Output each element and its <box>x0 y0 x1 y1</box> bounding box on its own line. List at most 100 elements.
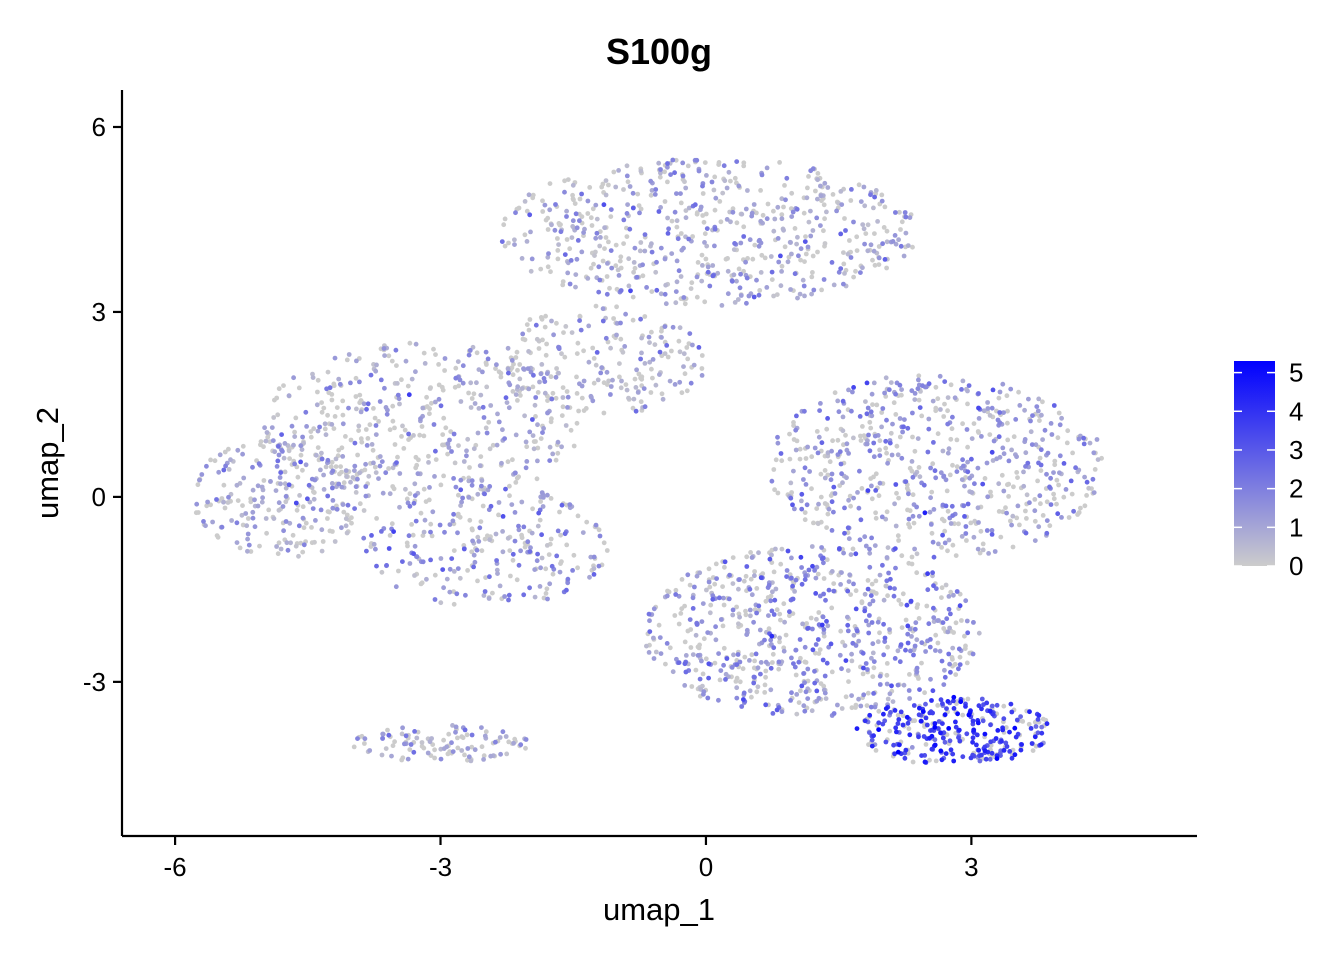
data-point <box>841 250 846 256</box>
data-point <box>575 340 581 346</box>
data-point <box>909 388 915 394</box>
data-point <box>637 248 643 254</box>
data-point <box>226 446 231 452</box>
data-point <box>788 480 794 486</box>
data-point <box>798 655 803 661</box>
data-point <box>979 434 984 439</box>
data-point <box>781 648 787 654</box>
data-point <box>542 202 548 208</box>
data-point <box>819 622 825 628</box>
data-point <box>737 285 743 291</box>
data-point <box>916 377 921 383</box>
data-point <box>222 449 228 455</box>
data-point <box>309 476 315 482</box>
data-point <box>867 419 873 425</box>
data-point <box>585 211 591 216</box>
data-point <box>724 656 730 661</box>
data-point <box>418 510 424 516</box>
data-point <box>758 218 764 224</box>
data-point <box>542 390 548 396</box>
data-point <box>500 529 505 534</box>
data-point <box>579 395 585 401</box>
data-point <box>591 356 597 361</box>
data-point <box>339 525 344 531</box>
data-point <box>889 452 895 458</box>
data-point <box>895 712 901 718</box>
data-point <box>462 727 468 733</box>
data-point <box>930 688 936 694</box>
data-point <box>1057 470 1062 476</box>
data-point <box>818 494 824 500</box>
data-point <box>472 401 478 406</box>
data-point <box>747 586 753 592</box>
data-point <box>226 467 232 472</box>
data-point <box>543 591 549 596</box>
data-point <box>638 206 644 212</box>
x-tick-label: -6 <box>164 852 187 882</box>
data-point <box>854 248 860 254</box>
data-point <box>769 277 775 282</box>
data-point <box>344 530 350 536</box>
data-point <box>890 699 896 704</box>
data-point <box>682 371 688 377</box>
data-point <box>570 192 575 198</box>
data-point <box>1001 703 1007 709</box>
data-point <box>255 503 261 509</box>
data-point <box>893 210 898 215</box>
data-point <box>897 416 903 421</box>
data-point <box>802 577 808 582</box>
data-point <box>848 552 854 557</box>
data-point <box>466 495 472 500</box>
data-point <box>1057 453 1063 459</box>
data-point <box>884 681 890 687</box>
data-point <box>891 742 896 748</box>
data-point <box>677 379 683 385</box>
data-point <box>885 644 890 650</box>
data-point <box>399 757 405 763</box>
data-point <box>867 546 872 552</box>
data-point <box>679 390 685 396</box>
data-point <box>774 607 780 613</box>
data-point <box>751 294 757 300</box>
data-point <box>785 259 791 265</box>
data-point <box>484 430 490 436</box>
data-point <box>880 406 886 411</box>
data-point <box>1001 488 1007 494</box>
data-point <box>638 356 643 362</box>
data-point <box>1044 530 1050 536</box>
data-point <box>621 217 627 223</box>
data-point <box>782 183 787 188</box>
data-point <box>781 204 786 210</box>
data-point <box>777 160 782 165</box>
data-point <box>690 342 695 348</box>
colorbar-tick-label: 3 <box>1289 435 1303 465</box>
data-point <box>463 592 468 598</box>
data-point <box>797 637 803 642</box>
data-point <box>545 264 551 270</box>
data-point <box>683 185 689 191</box>
data-point <box>858 438 864 443</box>
data-point <box>412 543 418 549</box>
data-point <box>858 703 864 709</box>
data-point <box>596 289 602 295</box>
data-point <box>507 382 513 388</box>
data-point <box>293 500 299 506</box>
data-point <box>554 320 559 326</box>
data-point <box>900 722 906 728</box>
data-point <box>784 175 790 181</box>
data-point <box>743 612 749 618</box>
data-point <box>791 468 796 474</box>
data-point <box>1086 485 1092 491</box>
data-point <box>749 694 754 700</box>
data-point <box>334 405 340 410</box>
data-point <box>792 226 798 231</box>
data-point <box>856 505 862 511</box>
data-point <box>868 704 874 710</box>
data-point <box>732 175 738 181</box>
data-point <box>856 638 862 644</box>
data-point <box>245 536 251 542</box>
data-point <box>942 674 948 680</box>
data-point <box>245 531 251 537</box>
data-point <box>510 372 516 378</box>
data-point <box>939 595 944 600</box>
